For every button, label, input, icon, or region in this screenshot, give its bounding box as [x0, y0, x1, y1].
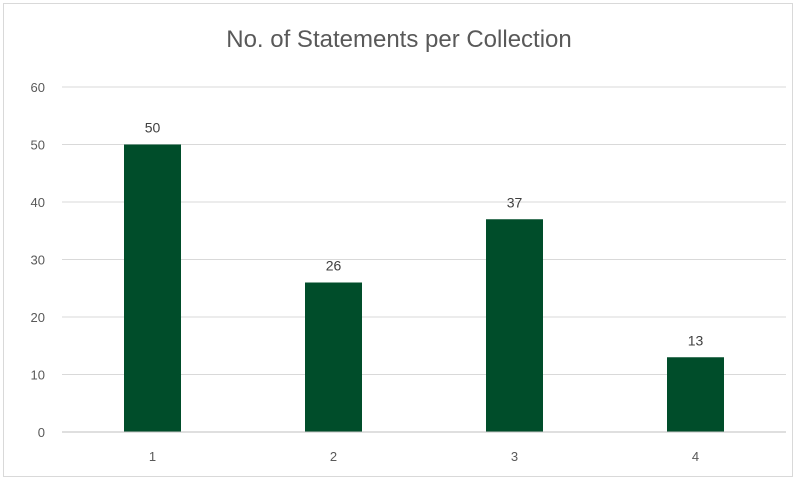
bar — [486, 219, 543, 432]
x-tick-label: 2 — [330, 449, 337, 464]
x-tick-label: 4 — [692, 449, 699, 464]
x-axis-tick-labels: 1 2 3 4 — [149, 449, 699, 464]
bar — [305, 282, 362, 432]
x-tick-label: 1 — [149, 449, 156, 464]
bars — [124, 144, 724, 432]
y-tick-label: 0 — [38, 425, 45, 440]
bar-value-label: 13 — [688, 332, 704, 348]
bar — [667, 357, 724, 432]
y-tick-label: 20 — [31, 310, 45, 325]
y-tick-label: 30 — [31, 253, 45, 268]
y-tick-label: 60 — [31, 80, 45, 95]
gridlines — [62, 86, 786, 375]
bar-value-label: 26 — [326, 258, 342, 274]
x-tick-label: 3 — [511, 449, 518, 464]
bar-value-label: 50 — [145, 120, 161, 136]
bar — [124, 144, 181, 432]
y-axis-tick-labels: 0 10 20 30 40 50 60 — [31, 80, 45, 440]
y-tick-label: 40 — [31, 195, 45, 210]
y-tick-label: 10 — [31, 368, 45, 383]
chart-title: No. of Statements per Collection — [226, 26, 572, 53]
y-tick-label: 50 — [31, 138, 45, 153]
bar-value-label: 37 — [507, 194, 523, 210]
data-labels: 50 26 37 13 — [145, 120, 704, 349]
